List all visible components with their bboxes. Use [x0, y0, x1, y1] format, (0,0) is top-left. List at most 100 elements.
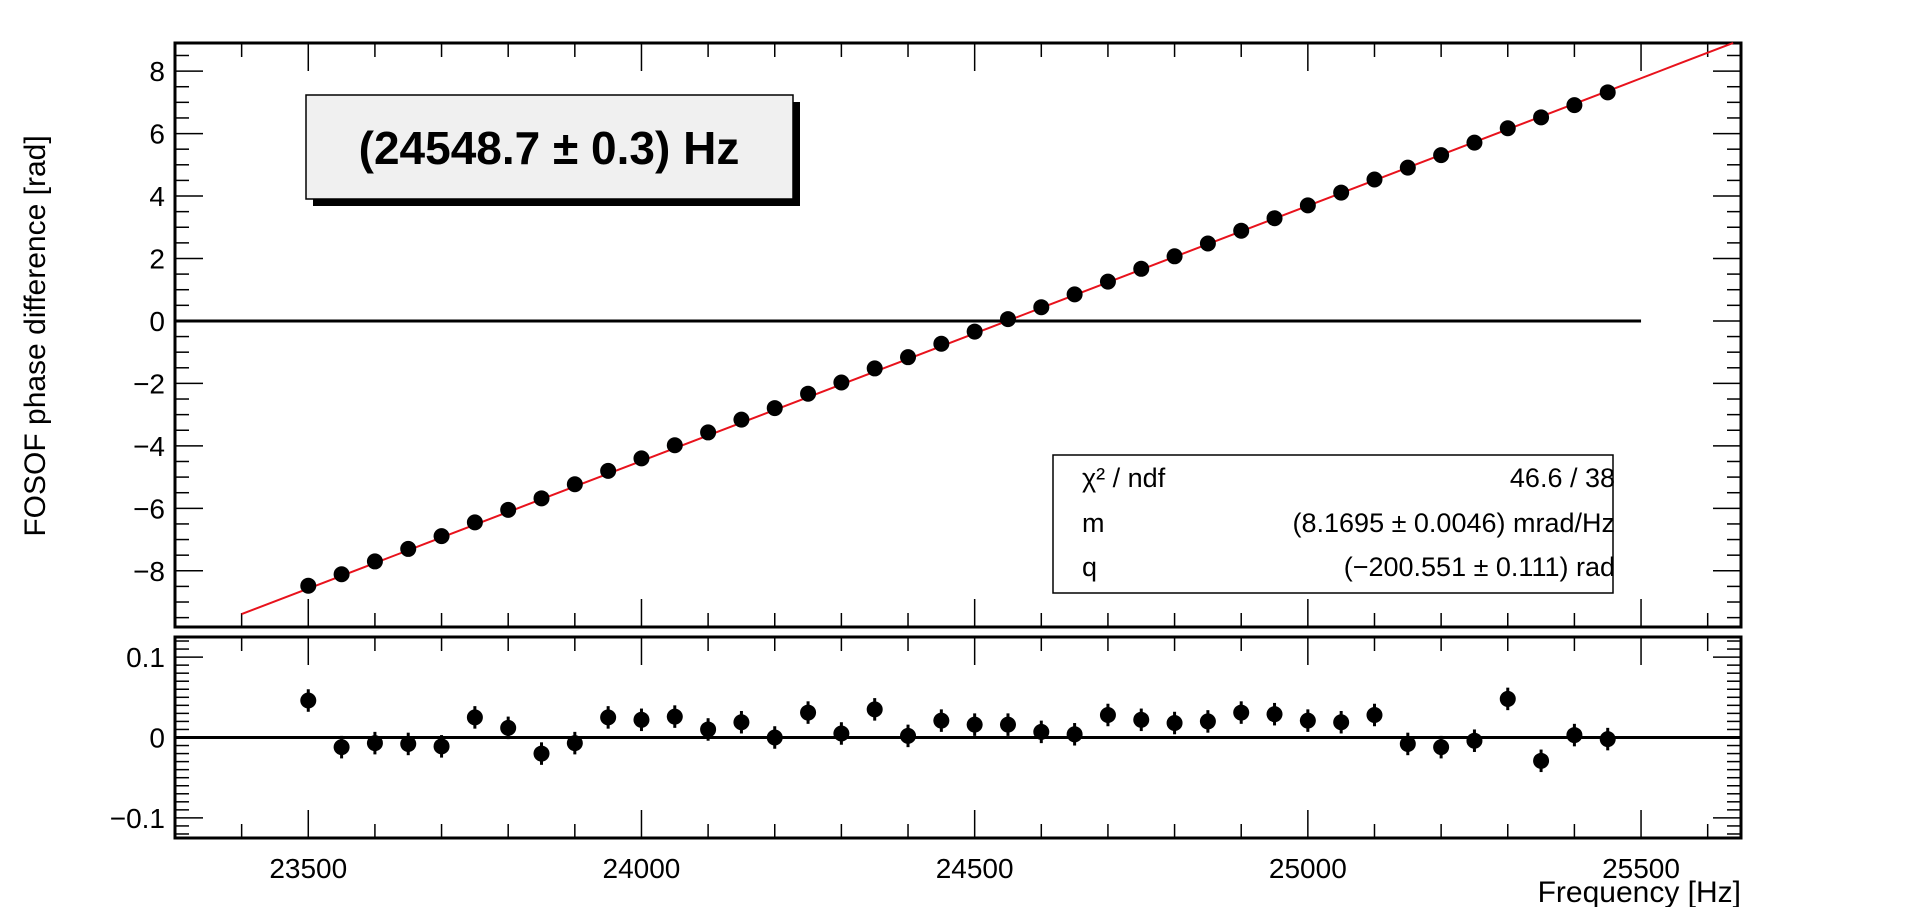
data-point: [666, 437, 683, 454]
fit-title: (24548.7 ± 0.3) Hz: [359, 122, 740, 174]
data-point: [900, 349, 917, 366]
residual-point: [1566, 727, 1583, 744]
stat-value-m: (8.1695 ± 0.0046) mrad/Hz: [1293, 508, 1615, 538]
residual-point: [800, 704, 817, 721]
fit-line: [241, 42, 1734, 615]
data-point: [800, 385, 817, 402]
x-tick-label: 24500: [936, 853, 1014, 884]
residual-point: [1166, 715, 1183, 732]
y-tick-label: 6: [149, 119, 165, 150]
data-point: [1266, 210, 1283, 227]
y-axis-title: FOSOF phase difference [rad]: [19, 135, 52, 536]
data-point: [733, 411, 750, 428]
x-tick-label: 23500: [269, 853, 347, 884]
data-point: [1133, 260, 1150, 277]
fit-title-box: (24548.7 ± 0.3) Hz: [305, 94, 800, 206]
x-tick-label: 25500: [1602, 853, 1680, 884]
data-point: [999, 311, 1016, 328]
data-point: [866, 360, 883, 377]
main-data-points: [300, 84, 1616, 594]
residual-point: [466, 709, 483, 726]
data-point: [566, 476, 583, 493]
data-point: [300, 577, 317, 594]
data-point: [1499, 120, 1516, 137]
residual-point: [1366, 706, 1383, 723]
data-point: [1533, 109, 1550, 126]
residual-point: [333, 739, 350, 756]
residual-point: [1266, 706, 1283, 723]
residual-point: [300, 692, 317, 709]
data-point: [1166, 248, 1183, 265]
data-point: [1233, 222, 1250, 239]
residual-point: [1066, 726, 1083, 743]
main-ticks: −8 −6 −4 −2 0 2 4 6 8: [133, 43, 1741, 627]
main-plot-frame: [173, 41, 1743, 629]
residual-point: [733, 714, 750, 731]
y-tick-label: 0: [149, 306, 165, 337]
data-point: [700, 424, 717, 441]
residual-point: [666, 708, 683, 725]
data-point: [766, 400, 783, 417]
data-point: [833, 374, 850, 391]
res-y-tick-label: 0.1: [126, 642, 165, 673]
residual-point: [1299, 712, 1316, 729]
data-point: [966, 323, 983, 340]
residual-point: [600, 709, 617, 726]
residual-point: [533, 745, 550, 762]
data-point: [1566, 97, 1583, 114]
data-point: [1199, 235, 1216, 252]
residual-point: [1233, 704, 1250, 721]
data-point: [600, 462, 617, 479]
residual-point: [1433, 739, 1450, 756]
y-tick-label: −2: [133, 368, 165, 399]
residual-point: [999, 716, 1016, 733]
stat-label-m: m: [1082, 508, 1105, 538]
stat-label-chi2: χ² / ndf: [1082, 463, 1166, 493]
data-point: [1466, 134, 1483, 151]
data-point: [1299, 197, 1316, 214]
residual-point: [1533, 752, 1550, 769]
y-tick-label: −6: [133, 493, 165, 524]
residual-point: [1466, 732, 1483, 749]
main-panel: −8 −6 −4 −2 0 2 4 6 8 (24548.7 ± 0.3) Hz χ² / nd…: [19, 41, 1743, 629]
res-y-tick-label: 0: [149, 723, 165, 754]
y-tick-label: −4: [133, 431, 165, 462]
residual-panel: −0.1 0 0.1 23500 24000 24500 25000 25500 Freque…: [110, 635, 1743, 907]
data-point: [500, 501, 517, 518]
data-point: [333, 566, 350, 583]
residual-point: [700, 721, 717, 738]
data-point: [1099, 273, 1116, 290]
y-tick-label: 8: [149, 56, 165, 87]
residual-point: [900, 727, 917, 744]
x-axis-title: Frequency [Hz]: [1538, 876, 1741, 907]
stat-value-q: (−200.551 ± 0.111) rad: [1344, 552, 1615, 582]
residual-point: [400, 735, 417, 752]
y-tick-label: 2: [149, 243, 165, 274]
residual-point: [1133, 711, 1150, 728]
residual-point: [766, 729, 783, 746]
data-point: [433, 528, 450, 545]
residual-point: [1599, 731, 1616, 748]
residual-point: [833, 725, 850, 742]
data-point: [1333, 184, 1350, 201]
data-point: [366, 553, 383, 570]
residual-point: [966, 716, 983, 733]
data-point: [633, 450, 650, 467]
residual-point: [933, 712, 950, 729]
residual-point: [1499, 690, 1516, 707]
y-tick-label: −8: [133, 556, 165, 587]
residual-point: [1033, 723, 1050, 740]
res-y-tick-label: −0.1: [110, 803, 165, 834]
x-tick-label: 25000: [1269, 853, 1347, 884]
data-point: [1366, 171, 1383, 188]
data-point: [1433, 147, 1450, 164]
y-tick-label: 4: [149, 181, 165, 212]
residual-point: [1399, 735, 1416, 752]
x-tick-label: 24000: [603, 853, 681, 884]
residual-point: [1099, 706, 1116, 723]
data-point: [400, 540, 417, 557]
residual-point: [633, 711, 650, 728]
residual-point: [866, 701, 883, 718]
residual-point: [566, 735, 583, 752]
residual-ticks: −0.1 0 0.1 23500 24000 24500 25000 25500: [110, 637, 1741, 884]
